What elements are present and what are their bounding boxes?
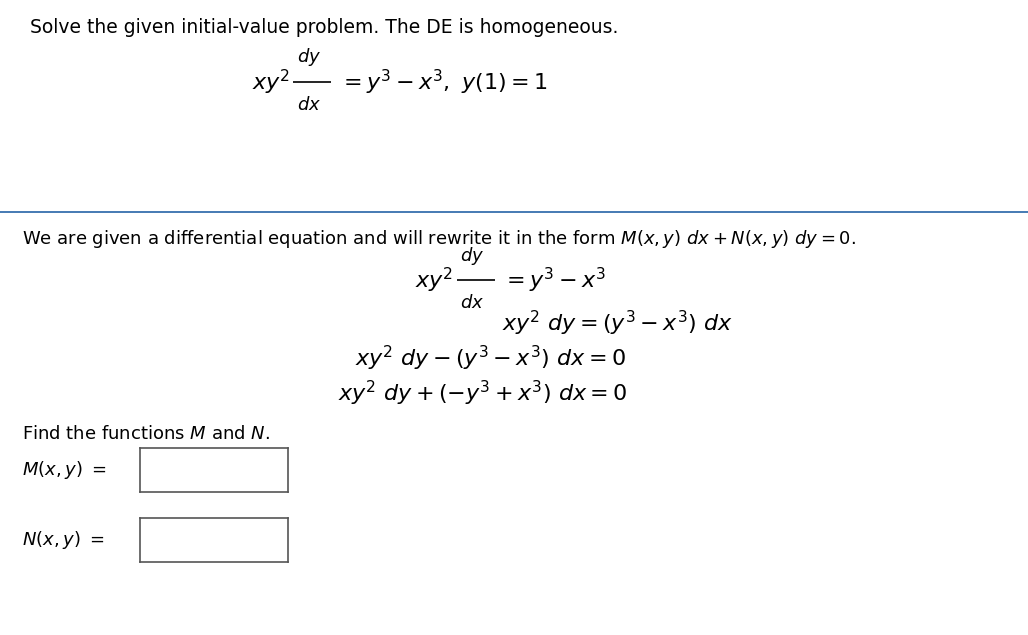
Text: $dx$: $dx$ — [297, 96, 321, 114]
Text: $xy^2$: $xy^2$ — [252, 67, 290, 97]
Text: $= y^3 - x^3,\ y(1) = 1$: $= y^3 - x^3,\ y(1) = 1$ — [339, 67, 548, 97]
Text: $dy$: $dy$ — [297, 46, 322, 68]
Text: $dx$: $dx$ — [460, 294, 484, 312]
Text: $dy$: $dy$ — [460, 245, 484, 267]
Text: We are given a differential equation and will rewrite it in the form $M(x, y)\ d: We are given a differential equation and… — [22, 228, 856, 250]
Text: $M(x, y)\ =$: $M(x, y)\ =$ — [22, 459, 107, 481]
Text: $= y^3 - x^3$: $= y^3 - x^3$ — [502, 265, 605, 295]
Text: $xy^2\ dy - (y^3 - x^3)\ dx = 0$: $xy^2\ dy - (y^3 - x^3)\ dx = 0$ — [355, 344, 626, 373]
Text: Solve the given initial-value problem. The DE is homogeneous.: Solve the given initial-value problem. T… — [30, 18, 619, 37]
Text: Find the functions $M$ and $N$.: Find the functions $M$ and $N$. — [22, 425, 270, 443]
Text: $xy^2\ dy = (y^3 - x^3)\ dx$: $xy^2\ dy = (y^3 - x^3)\ dx$ — [502, 309, 733, 338]
Text: $xy^2\ dy + (-y^3 + x^3)\ dx = 0$: $xy^2\ dy + (-y^3 + x^3)\ dx = 0$ — [338, 378, 627, 408]
Text: $xy^2$: $xy^2$ — [415, 265, 453, 295]
Text: $N(x, y)\ =$: $N(x, y)\ =$ — [22, 529, 105, 551]
Text: Step 1: Step 1 — [19, 189, 83, 208]
